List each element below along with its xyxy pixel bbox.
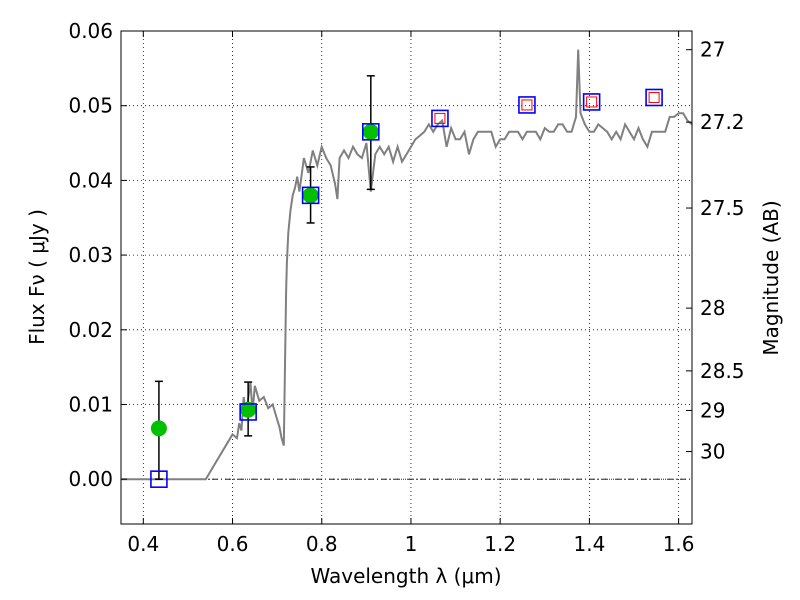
y2-axis-label: Magnitude (AB) [759, 200, 783, 355]
model-flux-square [518, 96, 536, 114]
y2-tick-label: 27.5 [700, 196, 745, 220]
x-tick-label: 1.6 [663, 532, 695, 556]
plot-frame [120, 30, 693, 525]
x-tick-label: 0.8 [306, 532, 338, 556]
predicted-flux-square [586, 96, 598, 108]
y2-tick-label: 28 [700, 296, 725, 320]
model-flux-square [645, 88, 663, 107]
x-tick-label: 0.6 [217, 532, 249, 556]
model-flux-square [582, 93, 601, 111]
y-axis-label: Flux Fν ( μJy ) [25, 209, 49, 345]
tick-layer: 0.4 0.6 0.8 1 1.2 1.4 1.6 0.00 0.01 0.02 0.03 0.04 0… [68, 19, 744, 556]
y2-tick-label: 28.5 [700, 359, 745, 383]
plot-layer [121, 49, 693, 488]
y-tick-label: 0.06 [68, 19, 113, 43]
model-flux-square [301, 186, 320, 205]
y-tick-label: 0.05 [68, 94, 113, 118]
predicted-flux-square [648, 91, 660, 103]
x-tick-label: 1.4 [573, 532, 605, 556]
observed-flux-point [362, 123, 379, 140]
y2-tick-label: 30 [700, 440, 725, 464]
model-spectrum-line [121, 49, 693, 481]
model-flux-square [362, 123, 380, 141]
x-tick-label: 0.4 [127, 532, 159, 556]
x-axis-label: Wavelength λ (μm) [310, 564, 501, 588]
y-tick-label: 0.01 [68, 392, 113, 416]
observed-flux-point [302, 187, 319, 204]
x-tick-label: 1.2 [484, 532, 516, 556]
predicted-flux-square [434, 112, 446, 124]
y2-tick-label: 27.2 [700, 110, 745, 134]
y-tick-label: 0.02 [68, 318, 113, 342]
y-tick-label: 0.04 [68, 168, 113, 192]
x-tick-label: 1 [405, 532, 418, 556]
observed-flux-point [240, 401, 257, 418]
model-flux-square [431, 109, 449, 128]
grid-layer [121, 30, 692, 524]
y-tick-label: 0.00 [68, 467, 113, 491]
predicted-flux-square [521, 99, 533, 111]
y2-tick-label: 29 [700, 398, 725, 422]
y-tick-label: 0.03 [68, 243, 113, 267]
model-flux-square [150, 470, 168, 488]
model-flux-square [239, 403, 257, 421]
observed-flux-point [150, 420, 167, 437]
y2-tick-label: 27 [700, 38, 725, 62]
